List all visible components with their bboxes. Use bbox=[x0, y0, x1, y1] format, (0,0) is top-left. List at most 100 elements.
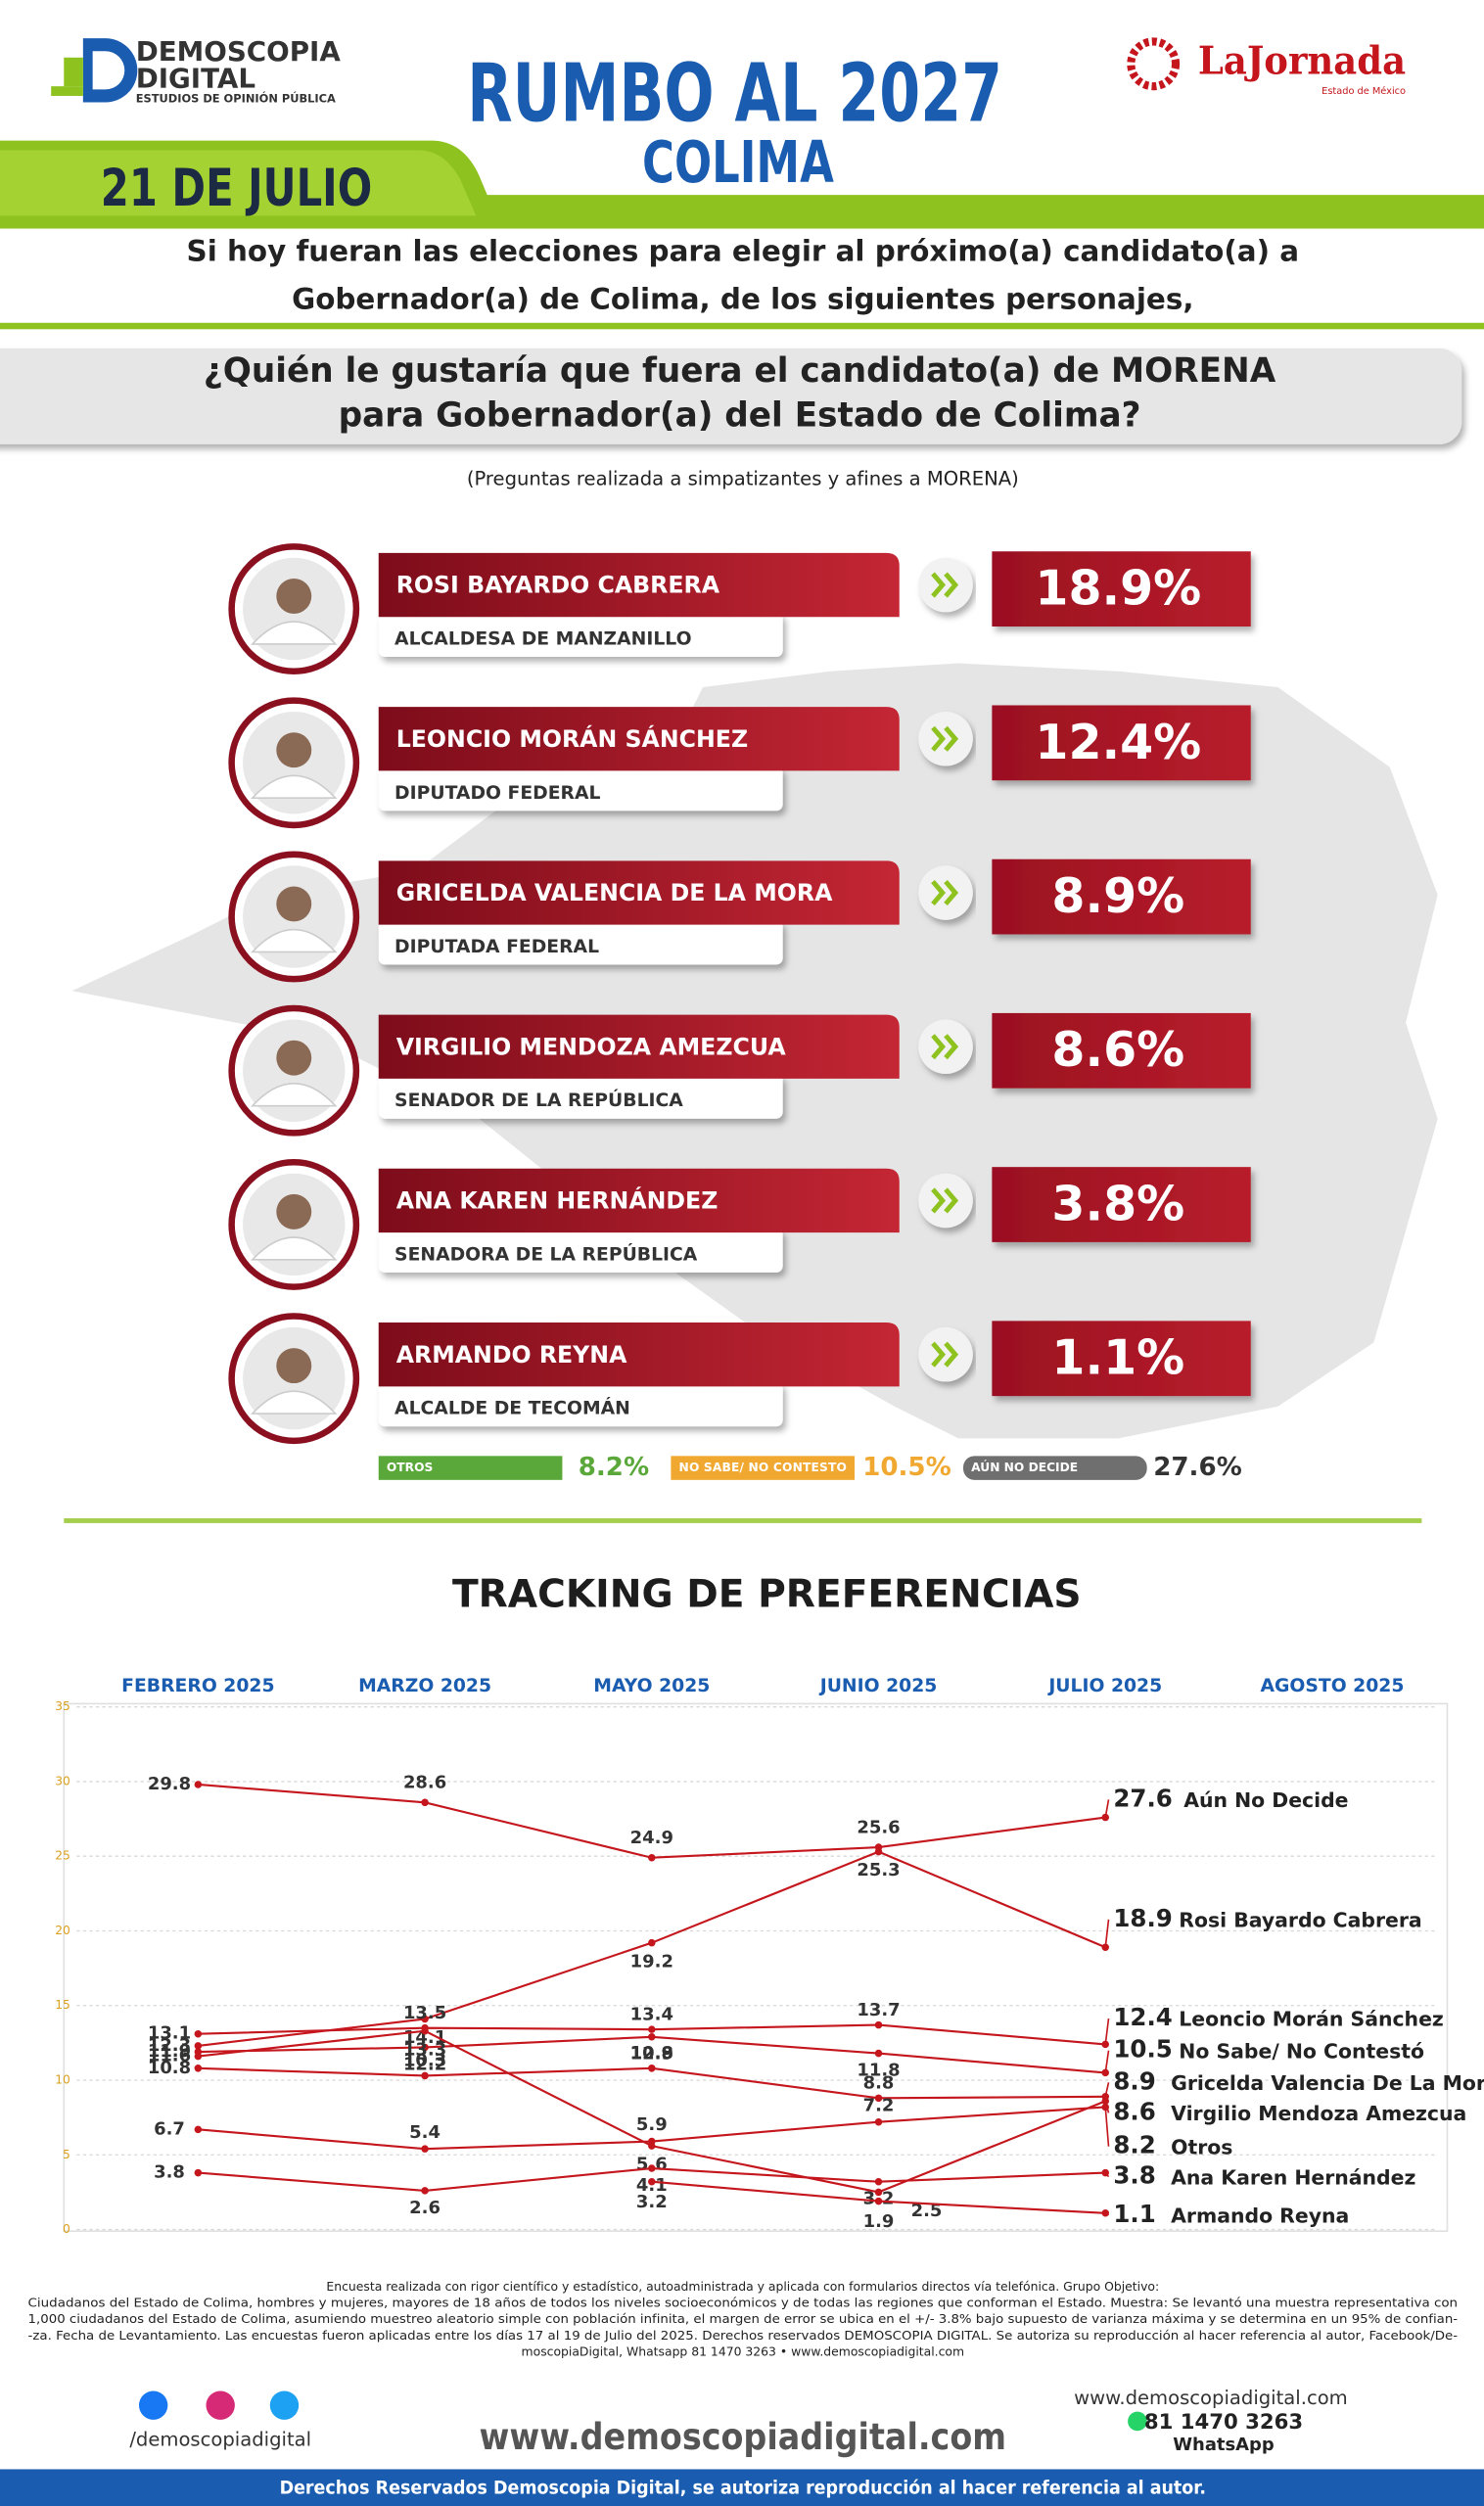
series-point bbox=[874, 2188, 883, 2197]
point-label: 10.3 bbox=[403, 2051, 446, 2071]
y-tick-label: 10 bbox=[55, 2073, 70, 2087]
avatar-head bbox=[276, 1193, 312, 1230]
series-point bbox=[421, 2071, 429, 2080]
candidate-result: 1.1% bbox=[1051, 1330, 1184, 1386]
question-line: para Gobernador(a) del Estado de Colima? bbox=[339, 396, 1141, 436]
y-tick-label: 25 bbox=[55, 1849, 70, 1863]
series-point bbox=[874, 2177, 883, 2186]
series-point bbox=[421, 2015, 429, 2023]
divider bbox=[0, 322, 1484, 330]
summary-bar bbox=[671, 1456, 856, 1480]
series-point bbox=[194, 1781, 203, 1788]
point-label: 13.3 bbox=[403, 2039, 446, 2060]
avatar-head bbox=[276, 1348, 312, 1384]
summary-label: AÚN NO DECIDE bbox=[971, 1460, 1078, 1474]
y-tick-label: 30 bbox=[55, 1774, 70, 1787]
avatar-body bbox=[250, 774, 338, 799]
x-tick-label: MAYO 2025 bbox=[593, 1676, 710, 1696]
summary-label: OTROS bbox=[387, 1461, 433, 1474]
arrow-badge bbox=[918, 712, 973, 766]
result-box bbox=[992, 1167, 1251, 1242]
point-label: 3.2 bbox=[636, 2192, 668, 2212]
avatar-body bbox=[250, 621, 338, 645]
point-label: 8.8 bbox=[863, 2073, 895, 2094]
candidate-role: SENADOR DE LA REPÚBLICA bbox=[394, 1088, 683, 1111]
point-label: 7.2 bbox=[863, 2095, 895, 2115]
point-label: 12.3 bbox=[148, 2035, 191, 2056]
intro-line: Gobernador(a) de Colima, de los siguient… bbox=[292, 282, 1193, 315]
legend-connector bbox=[1104, 2212, 1109, 2216]
legend-label: Ana Karen Hernández bbox=[1171, 2165, 1415, 2189]
social-icons bbox=[138, 2390, 1147, 2432]
chart-title: TRACKING DE PREFERENCIAS bbox=[452, 1573, 1082, 1617]
legend-label: No Sabe/ No Contestó bbox=[1179, 2039, 1424, 2063]
legend-connector bbox=[1104, 2172, 1110, 2178]
avatar-head bbox=[276, 579, 312, 614]
candidate-name: ARMANDO REYNA bbox=[396, 1341, 627, 1369]
summary-label: NO SABE/ NO CONTESTO bbox=[679, 1461, 847, 1474]
series-point bbox=[648, 2137, 656, 2146]
arrow-chevrons bbox=[931, 572, 959, 598]
series-point bbox=[194, 2065, 203, 2072]
series-point bbox=[1101, 2097, 1110, 2106]
legend-connector bbox=[1104, 1919, 1110, 1948]
series-point bbox=[648, 2065, 656, 2072]
name-bar bbox=[378, 552, 900, 618]
summary-bar bbox=[963, 1456, 1147, 1480]
series-point bbox=[421, 1798, 429, 1807]
avatar-head bbox=[276, 1040, 312, 1076]
role-bar bbox=[378, 1381, 783, 1427]
series-point bbox=[194, 2042, 203, 2050]
subtitle: COLIMA bbox=[642, 128, 834, 196]
series-point bbox=[194, 2029, 203, 2038]
point-label: 25.6 bbox=[857, 1817, 900, 1837]
series-point bbox=[1101, 2103, 1110, 2112]
intro-line: Si hoy fueran las elecciones para elegir… bbox=[187, 234, 1300, 267]
series-point bbox=[421, 2043, 429, 2052]
point-label: 12.9 bbox=[630, 2044, 673, 2065]
arrow-badge bbox=[918, 1019, 973, 1074]
candidate-name: ANA KAREN HERNÁNDEZ bbox=[396, 1187, 719, 1215]
series-point bbox=[874, 2094, 883, 2103]
legend-connector bbox=[1104, 2107, 1110, 2147]
name-bar bbox=[378, 1168, 900, 1233]
y-tick-label: 15 bbox=[55, 1998, 70, 2012]
series-point bbox=[421, 2026, 429, 2035]
legend-connector bbox=[1104, 2082, 1110, 2097]
avatar-body bbox=[250, 1236, 338, 1261]
logo-icon bbox=[51, 38, 138, 103]
point-label: 24.9 bbox=[630, 1828, 673, 1848]
candidate-name: LEONCIO MORÁN SÁNCHEZ bbox=[396, 725, 748, 753]
point-label: 3.8 bbox=[154, 2162, 185, 2183]
point-label: 13.5 bbox=[403, 2003, 446, 2023]
candidate-result: 18.9% bbox=[1035, 561, 1201, 617]
arrow-badge bbox=[918, 1326, 973, 1382]
avatar-body bbox=[250, 1390, 338, 1415]
arrow-chevrons bbox=[931, 879, 959, 906]
candidate-result: 8.9% bbox=[1051, 868, 1184, 924]
legend-label: Armando Reyna bbox=[1171, 2204, 1349, 2227]
summary-result: 8.2% bbox=[579, 1453, 649, 1482]
y-tick-label: 35 bbox=[55, 1699, 70, 1713]
legend-connector bbox=[1104, 2050, 1110, 2073]
x-tick-label: FEBRERO 2025 bbox=[121, 1676, 274, 1696]
end-value: 27.6 bbox=[1113, 1784, 1172, 1812]
series-point bbox=[194, 2052, 203, 2061]
name-bar bbox=[378, 1323, 900, 1387]
disclaimer-line: Ciudadanos del Estado de Colima, hombres… bbox=[28, 2295, 1459, 2309]
arrow-chevrons bbox=[931, 1187, 959, 1214]
legend-label: Virgilio Mendoza Amezcua bbox=[1171, 2102, 1466, 2125]
role-bar bbox=[378, 612, 783, 658]
y-tick-label: 5 bbox=[63, 2148, 70, 2161]
question-box bbox=[0, 348, 1462, 444]
series-point bbox=[648, 2025, 656, 2033]
end-value: 10.5 bbox=[1113, 2035, 1172, 2064]
logo-text: DIGITAL bbox=[136, 63, 255, 95]
summary-result: 10.5% bbox=[862, 1453, 951, 1482]
rights: Derechos Reservados Demoscopia Digital, … bbox=[280, 2479, 1206, 2499]
series-point bbox=[874, 2117, 883, 2126]
legend-connector bbox=[1104, 1799, 1110, 1818]
arrow-chevrons bbox=[931, 1034, 959, 1060]
